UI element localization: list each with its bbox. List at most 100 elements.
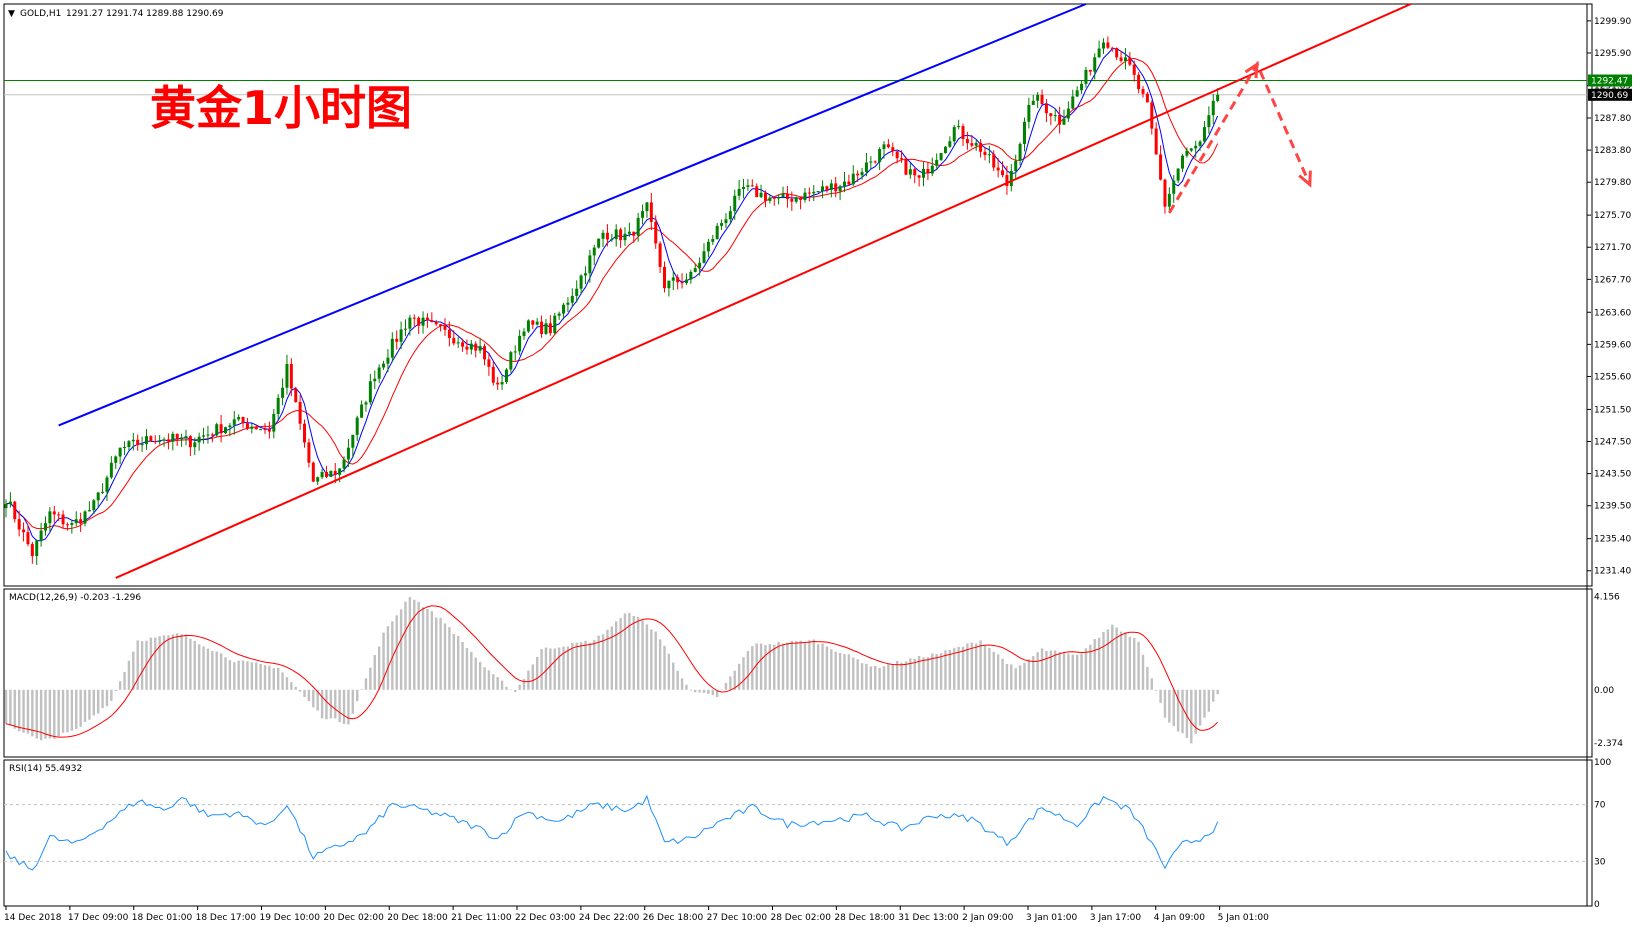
- candle-body: [1159, 154, 1163, 180]
- candle-body: [79, 519, 83, 524]
- macd-histogram-bar: [478, 661, 482, 690]
- candle: [316, 476, 320, 485]
- candle: [992, 150, 996, 172]
- candle-body: [878, 149, 882, 162]
- candle-body: [487, 359, 491, 367]
- candle-body: [864, 162, 868, 172]
- candle-body: [162, 439, 166, 441]
- macd-histogram-bar: [298, 689, 302, 692]
- candle: [1159, 145, 1163, 181]
- candle: [922, 162, 926, 187]
- time-tick-label: 3 Jan 17:00: [1090, 913, 1142, 923]
- candle-body: [1198, 141, 1202, 146]
- candle-body: [689, 271, 693, 280]
- macd-histogram-bar: [983, 645, 987, 690]
- candle: [1181, 154, 1185, 173]
- macd-histogram-bar: [1194, 689, 1197, 734]
- candle-body: [1018, 143, 1022, 161]
- candle-body: [65, 524, 69, 526]
- candle-body: [807, 192, 811, 194]
- candle-body: [206, 434, 210, 436]
- candle: [35, 539, 39, 565]
- macd-histogram-bar: [127, 660, 131, 690]
- candle: [864, 153, 868, 177]
- macd-histogram-bar: [979, 640, 982, 690]
- rsi-pane-frame: [3, 759, 1593, 907]
- candle-body: [1106, 42, 1110, 48]
- candle-body: [399, 329, 403, 342]
- macd-histogram-bar: [970, 642, 973, 690]
- candle: [1075, 86, 1079, 98]
- candle-body: [263, 429, 267, 431]
- candle: [847, 174, 851, 186]
- macd-histogram-bar: [1159, 689, 1162, 703]
- macd-histogram-bar: [1212, 689, 1215, 702]
- candle-body: [197, 436, 201, 443]
- candle-body: [742, 186, 746, 189]
- candle: [456, 336, 460, 348]
- macd-histogram-bar: [404, 601, 407, 690]
- candle-body: [202, 435, 206, 437]
- macd-histogram-bar: [878, 667, 881, 690]
- time-tick-label: 27 Dec 10:00: [707, 913, 768, 923]
- macd-histogram-bar: [948, 649, 952, 690]
- candle: [605, 224, 609, 247]
- candle-body: [759, 192, 763, 198]
- candle-body: [952, 127, 956, 142]
- collapse-arrow-icon[interactable]: ▼: [8, 9, 15, 19]
- candle-body: [276, 397, 280, 415]
- candle-body: [939, 153, 943, 160]
- candle-body: [294, 388, 298, 403]
- macd-histogram-bar: [742, 657, 745, 690]
- candle: [768, 195, 772, 204]
- macd-histogram-bar: [715, 689, 719, 698]
- candle: [491, 361, 495, 386]
- macd-histogram-bar: [1045, 650, 1048, 690]
- candle: [355, 415, 359, 442]
- macd-histogram-bar: [413, 599, 416, 690]
- candle-body: [390, 338, 394, 358]
- candle-body: [847, 181, 851, 185]
- macd-histogram-bar: [680, 678, 684, 690]
- candle-body: [1097, 48, 1101, 58]
- candle-body: [1207, 115, 1211, 128]
- candle: [895, 151, 899, 164]
- macd-histogram-bar: [1075, 654, 1079, 690]
- candle-body: [987, 154, 991, 156]
- macd-histogram-bar: [1010, 664, 1013, 690]
- candle: [70, 520, 74, 534]
- candle-body: [123, 447, 127, 449]
- candle-body: [575, 288, 579, 296]
- macd-histogram-bar: [1093, 639, 1096, 690]
- ohlc-readout: 1291.27 1291.74 1289.88 1290.69: [66, 9, 224, 19]
- candle: [711, 234, 715, 245]
- candle-body: [702, 251, 706, 263]
- candle-body: [425, 317, 429, 321]
- macd-histogram-bar: [408, 597, 412, 690]
- candle-body: [421, 317, 425, 326]
- candle-body: [803, 192, 807, 200]
- macd-histogram-bar: [514, 689, 517, 693]
- macd-histogram-bar: [180, 634, 183, 690]
- candle: [364, 400, 368, 412]
- candle: [952, 124, 956, 145]
- macd-histogram-bar: [360, 689, 363, 690]
- candle: [118, 447, 122, 465]
- macd-histogram-bar: [790, 640, 794, 690]
- macd-histogram-bar: [9, 689, 12, 726]
- macd-histogram-bar: [974, 643, 978, 690]
- candle: [412, 314, 416, 327]
- candle: [439, 323, 443, 332]
- candle-body: [30, 544, 34, 557]
- macd-histogram-bar: [737, 663, 741, 690]
- candle-body: [44, 523, 48, 531]
- candle: [267, 421, 271, 439]
- macd-histogram-bar: [803, 642, 807, 690]
- candle: [531, 319, 535, 330]
- candle-body: [74, 519, 78, 524]
- candle-body: [364, 402, 368, 405]
- candle-body: [610, 239, 614, 241]
- candle-body: [711, 238, 715, 242]
- candle-body: [842, 181, 846, 187]
